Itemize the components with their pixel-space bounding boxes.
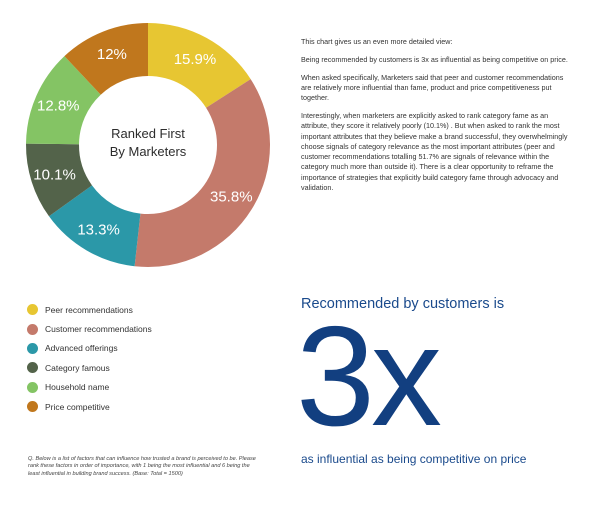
description-paragraph-1: This chart gives us an even more detaile… [301,37,453,46]
legend-swatch [27,323,38,335]
slice-value-label: 35.8% [210,189,253,206]
legend-swatch [27,362,38,374]
center-label-line-1: Ranked First [111,126,185,141]
slice-value-label: 12% [97,46,127,63]
legend-item-advanced-offerings: Advanced offerings [27,339,152,358]
legend-swatch [27,381,38,393]
legend-label: Customer recommendations [45,324,152,335]
legend-label: Price competitive [45,401,110,412]
stat-headline-top: Recommended by customers is [301,296,505,312]
legend-label: Advanced offerings [45,343,118,354]
survey-footnote: Q. Below is a list of factors that can i… [28,456,256,477]
legend-label: Household name [45,382,110,393]
donut-slice-category-famous [26,143,93,217]
description-text: This chart gives us an even more detaile… [301,37,569,201]
donut-chart: 15.9% 35.8% 13.3% 10.1% 12.8% 12% Ranked Firs… [26,23,270,267]
legend-item-customer-recommendations: Customer recommendations [27,319,152,338]
slice-value-label: 15.9% [174,51,217,68]
donut-slices [26,23,270,267]
legend-swatch [27,401,38,413]
legend-item-peer-recommendations: Peer recommendations [27,300,152,319]
description-paragraph-4: Interestingly, when marketers are explic… [301,110,568,193]
donut-slice-price-competitive [64,23,148,95]
legend-swatch [27,304,38,316]
legend-label: Category famous [45,362,110,373]
stat-headline-bottom: as influential as being competitive on p… [301,452,527,466]
legend-label: Peer recommendations [45,304,133,315]
slice-value-label: 13.3% [77,222,120,239]
description-paragraph-2: Being recommended by customers is 3x as … [301,54,568,64]
legend-item-category-famous: Category famous [27,358,152,377]
description-paragraph-3: When asked specifically, Marketers said … [301,72,564,103]
donut-slice-peer-recommendations [148,23,251,108]
legend-item-household-name: Household name [27,378,152,397]
legend-swatch [27,342,38,354]
stat-big-value: 3x [296,297,442,456]
slice-value-label: 10.1% [33,167,76,184]
legend-item-price-competitive: Price competitive [27,397,152,416]
donut-slice-labels: 15.9% 35.8% 13.3% 10.1% 12.8% 12% [33,46,252,239]
donut-slice-customer-recommendations [134,79,270,267]
slice-value-label: 12.8% [37,98,80,115]
donut-slice-household-name [26,56,101,145]
chart-legend: Peer recommendations Customer recommenda… [27,300,152,416]
center-label-line-2: By Marketers [110,144,187,159]
donut-slice-advanced-offerings [49,185,141,267]
